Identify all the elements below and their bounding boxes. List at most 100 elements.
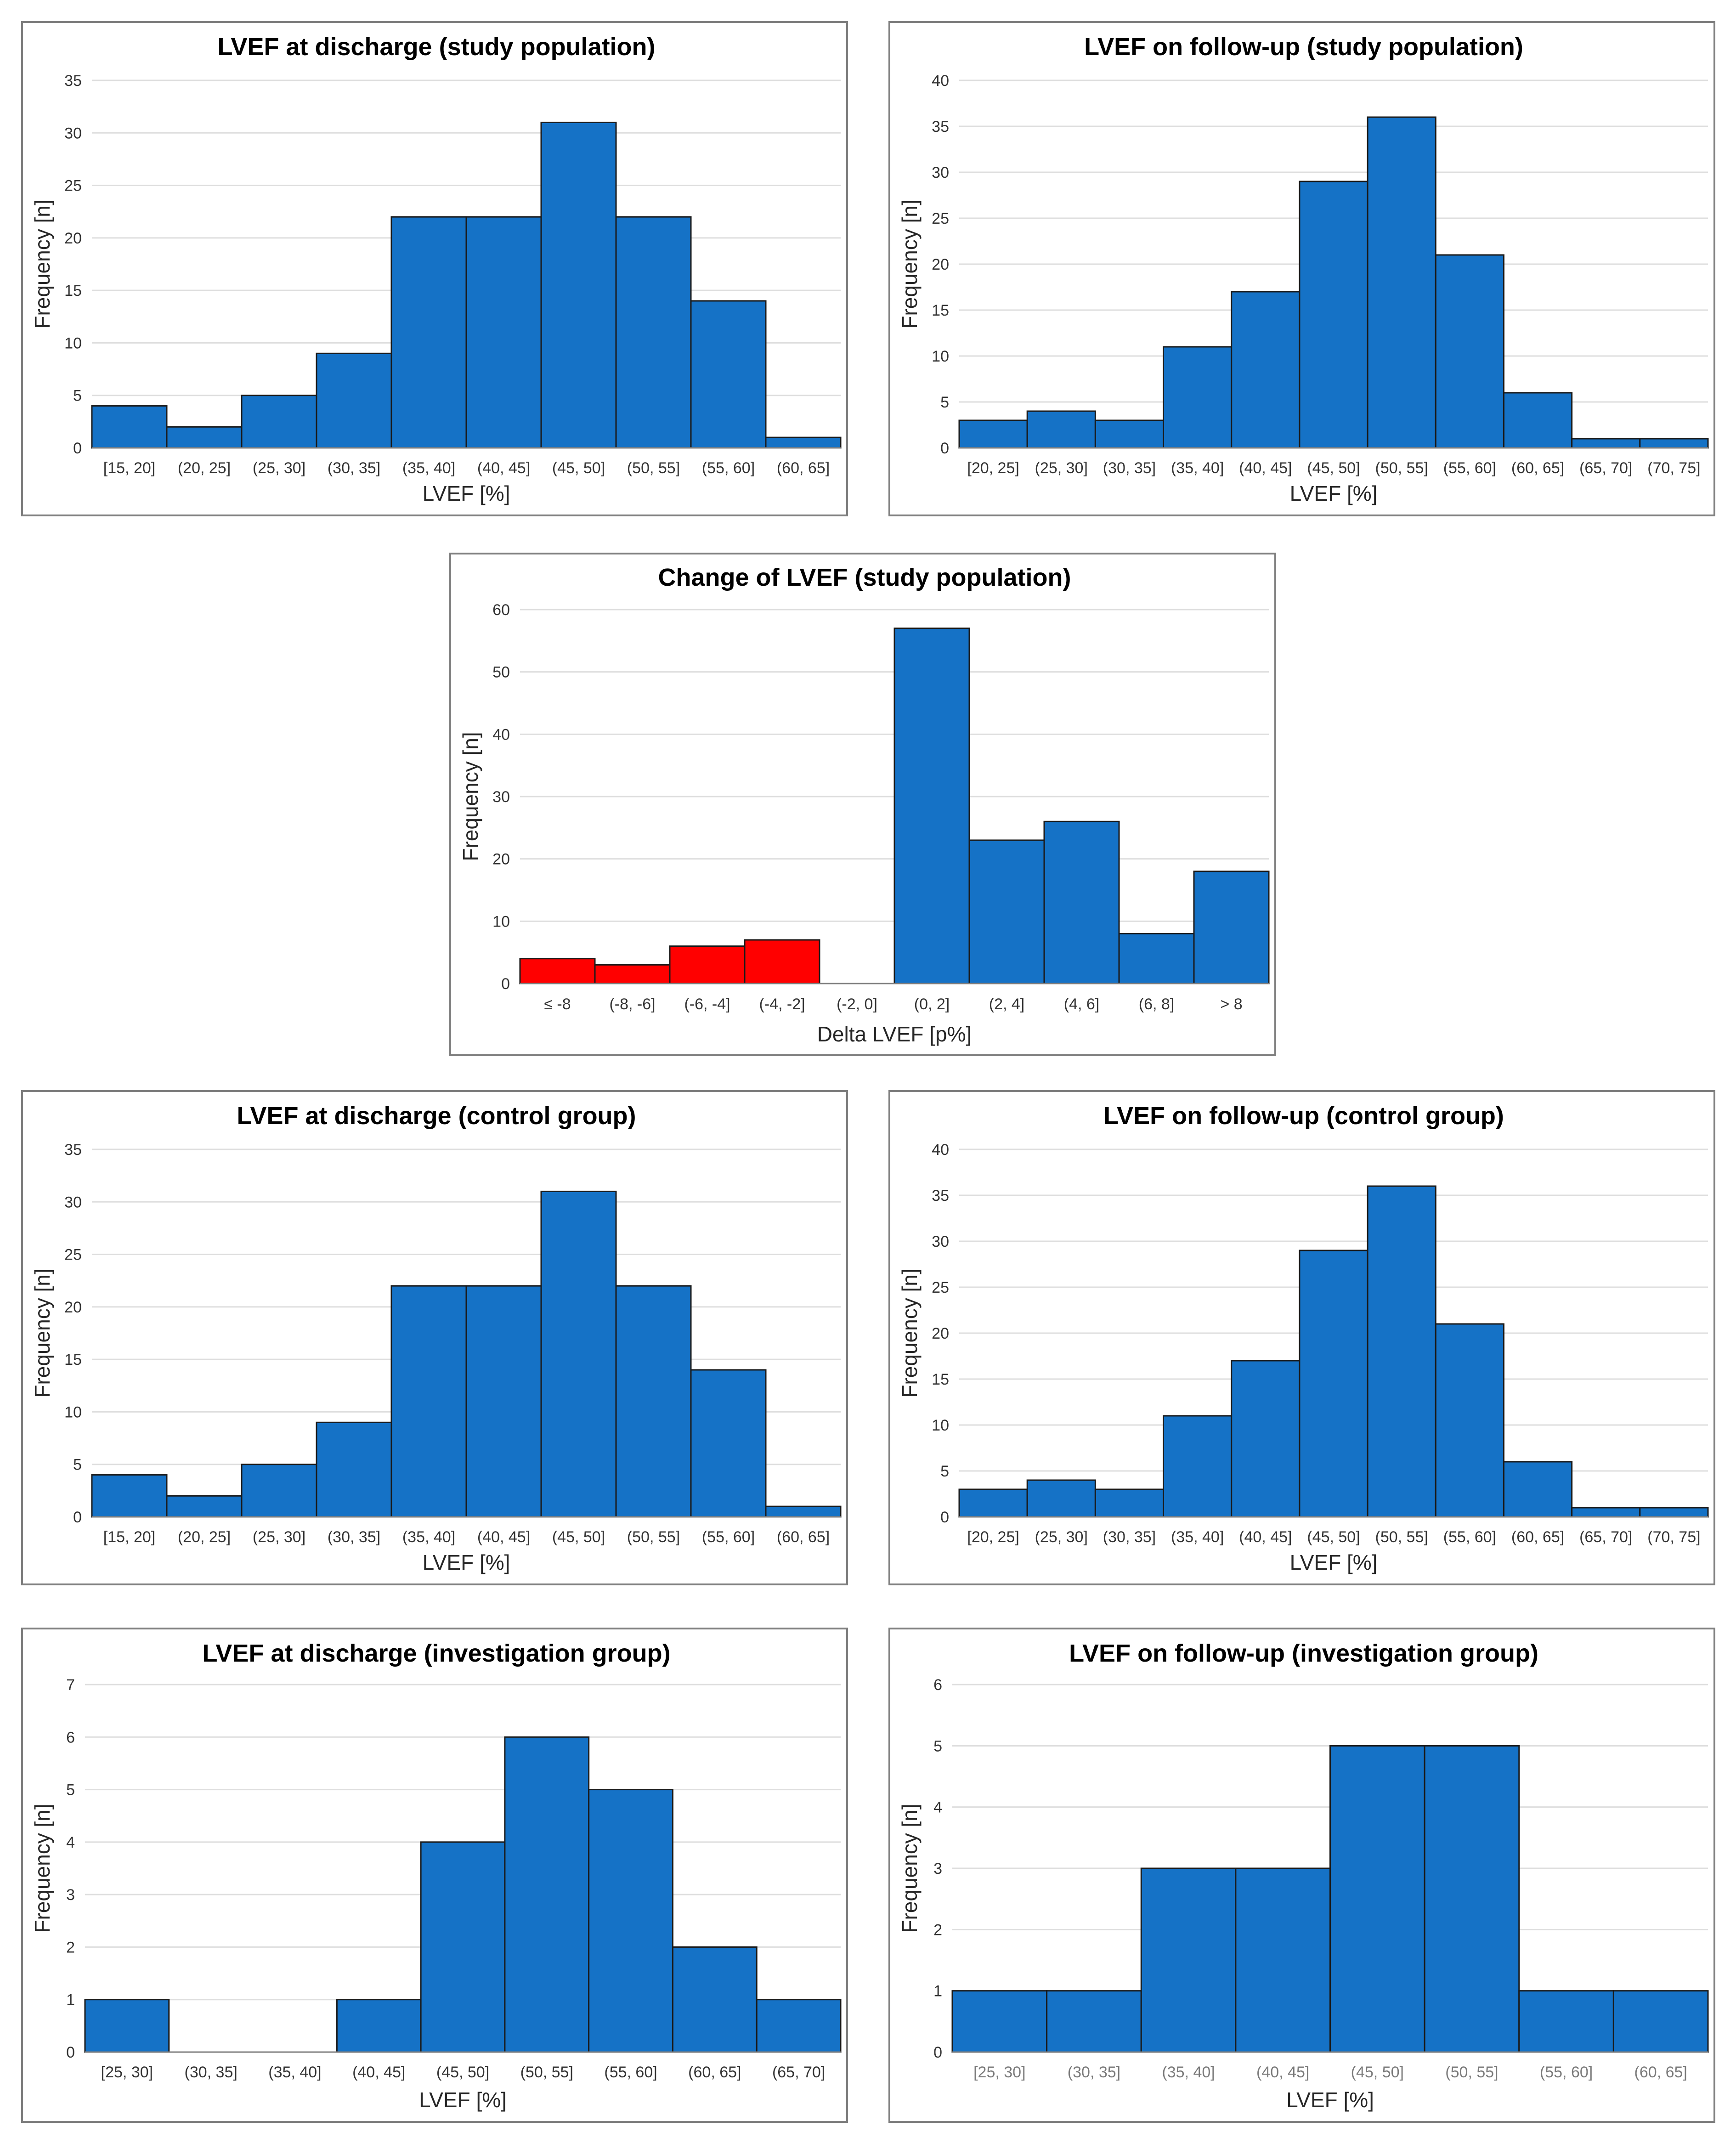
chart-discharge-investigation-bar [336,1999,422,2053]
chart-change-study-xtick: (-8, -6] [609,995,655,1013]
chart-change-study-bar [1193,871,1270,984]
chart-followup-study-bar [1435,254,1504,449]
chart-discharge-control-xtick: (25, 30] [253,1528,305,1546]
chart-discharge-study-xtick: (55, 60] [702,459,755,477]
chart-discharge-investigation-bar [504,1736,590,2053]
chart-discharge-study-ytick: 35 [64,72,82,90]
chart-discharge-study-bar [316,352,392,449]
chart-followup-investigation-ytick: 2 [933,1921,942,1939]
chart-discharge-investigation-xtick: (50, 55] [520,2064,573,2081]
chart-discharge-control-bar [540,1190,617,1518]
chart-followup-study-xtick: [20, 25] [967,459,1019,477]
chart-followup-study-xtick: (35, 40] [1171,459,1224,477]
chart-followup-study-bar [958,419,1028,449]
chart-change-study-xtick: (-4, -2] [759,995,805,1013]
chart-followup-study-bar [1231,291,1301,449]
chart-discharge-investigation-ytick: 2 [66,1939,75,1956]
chart-followup-investigation-ytick: 1 [933,1983,942,2000]
chart-followup-control-bar [1503,1461,1573,1518]
chart-discharge-control-ytick: 15 [64,1351,82,1369]
chart-discharge-study-bar [690,300,767,449]
chart-discharge-control-ytick: 0 [73,1509,82,1526]
chart-discharge-study-bar [390,216,467,449]
chart-followup-control-xlabel: LVEF [%] [1290,1550,1378,1574]
chart-followup-control-ytick: 10 [932,1417,949,1434]
chart-followup-control-xtick: (25, 30] [1035,1528,1088,1546]
chart-followup-investigation-bar [1518,1990,1614,2053]
chart-discharge-control-xtick: (40, 45] [477,1528,530,1546]
chart-followup-study-ytick: 5 [940,394,949,411]
chart-discharge-control-bar [316,1421,392,1518]
chart-followup-investigation-bar [1046,1990,1142,2053]
chart-change-study-xtick: (-2, 0] [837,995,877,1013]
chart-followup-study-ytick: 15 [932,302,949,319]
chart-followup-control-bar [958,1488,1028,1518]
chart-followup-control-xtick: (35, 40] [1171,1528,1224,1546]
chart-discharge-investigation-title: LVEF at discharge (investigation group) [202,1640,670,1667]
chart-discharge-study-bar [166,426,243,449]
chart-discharge-study-xtick: (30, 35] [328,459,380,477]
chart-followup-study-ytick: 20 [932,256,949,273]
chart-discharge-study-bar [241,395,317,449]
chart-discharge-control-ytick: 5 [73,1456,82,1474]
chart-followup-study-ylabel: Frequency [n] [898,199,922,328]
chart-discharge-study-title: LVEF at discharge (study population) [217,33,655,61]
chart-followup-investigation-xtick: (45, 50] [1351,2064,1404,2081]
chart-change-study-xlabel: Delta LVEF [p%] [817,1022,972,1046]
chart-followup-investigation-ytick: 4 [933,1799,942,1816]
chart-discharge-study-xtick: (50, 55] [627,459,680,477]
chart-followup-investigation-xtick: (50, 55] [1445,2064,1498,2081]
chart-followup-study-bar [1094,419,1165,449]
chart-followup-control-bar [1163,1415,1233,1518]
chart-discharge-control-bar [465,1285,542,1518]
chart-discharge-control-xtick: (20, 25] [178,1528,231,1546]
chart-discharge-study-xtick: (20, 25] [178,459,231,477]
chart-change-study-xtick: (6, 8] [1139,995,1174,1013]
chart-panel-discharge-control: LVEF at discharge (control group) 0 5 10 15 2… [21,1090,848,1585]
histogram-followup-study: LVEF on follow-up (study population) 0 5 10… [898,33,1709,505]
chart-discharge-control-bar [615,1285,692,1518]
chart-discharge-investigation-bar [756,1999,842,2053]
chart-discharge-study-ytick: 15 [64,282,82,300]
chart-change-study-ytick: 30 [492,788,510,806]
chart-followup-control-xtick: (60, 65] [1511,1528,1564,1546]
chart-discharge-investigation-ytick: 0 [66,2044,75,2061]
chart-followup-control-ytick: 5 [940,1463,949,1480]
chart-discharge-study-bar [465,216,542,449]
chart-followup-control-xtick: (70, 75] [1647,1528,1700,1546]
chart-followup-control-ytick: 30 [932,1233,949,1250]
chart-followup-study-xtick: (30, 35] [1103,459,1156,477]
chart-followup-investigation-xtick: (40, 45] [1256,2064,1309,2081]
chart-followup-study-bar [1639,438,1709,449]
chart-discharge-control-xtick: (50, 55] [627,1528,680,1546]
chart-discharge-investigation-xlabel: LVEF [%] [419,2088,507,2112]
chart-followup-control-xtick: (50, 55] [1375,1528,1428,1546]
chart-discharge-study-ytick: 0 [73,440,82,457]
chart-followup-investigation-bar [1612,1990,1709,2053]
chart-discharge-investigation-xtick: (55, 60] [604,2064,657,2081]
chart-change-study-bar [669,945,746,984]
chart-followup-control-xtick: [20, 25] [967,1528,1019,1546]
histogram-change-study: Change of LVEF (study population) 0 10 20 30… [458,564,1270,1046]
chart-change-study-ytick: 10 [492,913,510,930]
chart-discharge-investigation-xtick: (65, 70] [772,2064,825,2081]
chart-followup-study-ytick: 35 [932,118,949,136]
chart-discharge-investigation-ylabel: Frequency [n] [30,1804,54,1933]
chart-discharge-control-bar [690,1369,767,1518]
chart-discharge-control-bar [166,1495,243,1518]
chart-discharge-control-ytick: 30 [64,1193,82,1211]
chart-discharge-investigation-bar [84,1999,170,2053]
chart-discharge-study-bar [615,216,692,449]
chart-followup-study-xtick: (65, 70] [1579,459,1632,477]
chart-discharge-investigation-xtick: (45, 50] [436,2064,489,2081]
chart-change-study-bar [744,939,820,984]
chart-discharge-investigation-bar [672,1946,758,2053]
chart-followup-control-bar [1299,1250,1368,1518]
chart-change-study-ytick: 60 [492,601,510,619]
chart-followup-control-bar [1571,1507,1641,1518]
chart-discharge-control-bar [390,1285,467,1518]
chart-followup-investigation-bar [1235,1867,1331,2053]
chart-discharge-control-xtick: (60, 65] [777,1528,830,1546]
chart-followup-investigation-bar [1329,1745,1425,2053]
chart-discharge-control-ytick: 35 [64,1141,82,1159]
